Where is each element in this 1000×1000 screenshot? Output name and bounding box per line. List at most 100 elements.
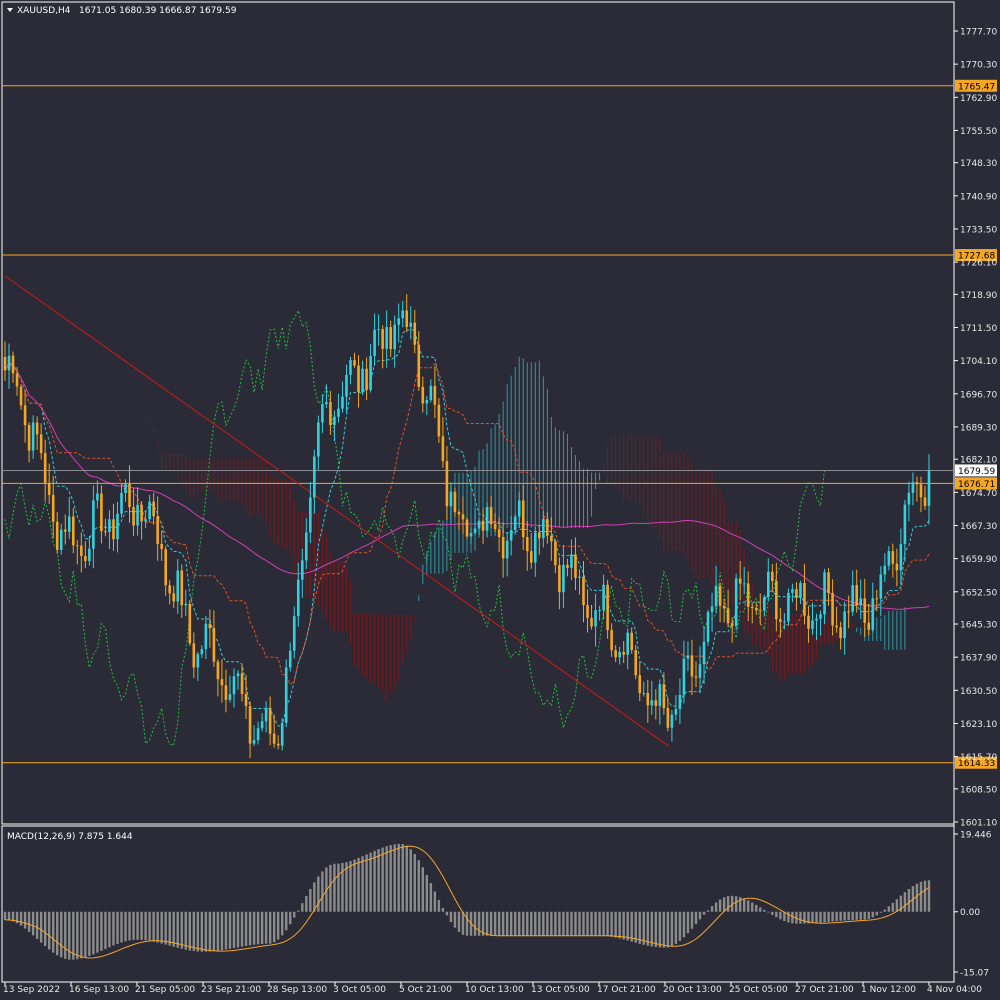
- candle-body: [112, 519, 115, 540]
- candle-body: [31, 422, 35, 451]
- macd-histogram-bar: [68, 911, 71, 960]
- candle-body: [803, 583, 806, 616]
- candle-body: [710, 606, 714, 613]
- candle-body: [7, 355, 11, 371]
- candle-body: [309, 497, 312, 533]
- candle-body: [738, 578, 742, 584]
- candle-body: [63, 529, 67, 532]
- price-tick-label: 1659.90: [960, 555, 997, 565]
- candle-body: [586, 605, 589, 618]
- price-tick-label: 1674.70: [960, 489, 997, 499]
- macd-histogram-bar: [550, 911, 553, 936]
- candle-body: [188, 603, 192, 644]
- macd-histogram-bar: [84, 911, 87, 958]
- macd-histogram-bar: [646, 911, 649, 946]
- macd-histogram-bar: [112, 911, 115, 946]
- candle-body: [216, 661, 220, 680]
- macd-histogram-bar: [353, 859, 356, 912]
- price-tick-label: 1623.10: [960, 720, 997, 730]
- candle-body: [469, 532, 473, 537]
- macd-histogram-bar: [305, 895, 308, 912]
- candle-body: [421, 386, 425, 404]
- macd-histogram-bar: [369, 852, 372, 912]
- macd-histogram-bar: [855, 911, 858, 920]
- macd-histogram-bar: [879, 911, 882, 913]
- candle-body: [240, 673, 244, 695]
- macd-histogram-bar: [39, 911, 43, 943]
- macd-histogram-bar: [626, 911, 629, 941]
- macd-histogram-bar: [124, 911, 127, 942]
- macd-histogram-bar: [803, 911, 806, 924]
- candle-body: [762, 597, 766, 611]
- candle-body: [867, 622, 871, 630]
- macd-histogram-bar: [228, 911, 232, 949]
- macd-histogram-bar: [867, 911, 870, 919]
- macd-histogram-bar: [839, 911, 842, 921]
- macd-histogram-bar: [35, 911, 39, 939]
- macd-histogram-bar: [281, 911, 284, 936]
- kijun-line: [4, 362, 930, 686]
- macd-histogram-bar: [136, 911, 139, 940]
- candle-body: [771, 571, 774, 582]
- candle-body: [124, 484, 127, 493]
- candle-body: [702, 641, 706, 665]
- candle-body: [686, 655, 690, 659]
- trendline[interactable]: [4, 275, 670, 747]
- candle-body: [767, 571, 770, 598]
- candle-body: [204, 623, 208, 650]
- candle-body: [907, 492, 911, 505]
- time-axis[interactable]: 13 Sep 2022 16 Sep 13:00 21 Sep 05:00 23 Se…: [3, 982, 982, 995]
- macd-histogram-bar: [747, 900, 750, 912]
- macd-histogram-bar: [15, 911, 19, 924]
- candle-body: [71, 516, 75, 546]
- candle-body: [722, 605, 726, 609]
- macd-histogram-bar: [337, 863, 340, 912]
- candle-body: [144, 519, 147, 522]
- time-tick-label: 27 Oct 21:00: [795, 985, 854, 995]
- macd-histogram-bar: [345, 862, 348, 912]
- macd-histogram-bar: [224, 911, 228, 950]
- macd-histogram-bar: [152, 911, 155, 942]
- macd-histogram-bar: [863, 911, 866, 920]
- candle-body: [43, 453, 47, 483]
- candle-body: [449, 491, 453, 507]
- candle-body: [27, 425, 31, 451]
- candle-body: [11, 355, 15, 374]
- time-tick-label: 1 Nov 12:00: [861, 985, 916, 995]
- candle-body: [678, 694, 682, 709]
- horizontal-levels[interactable]: 1765.47 1727.68 1676.71 1614.33 1679.59: [2, 79, 997, 769]
- symbol-menu-triangle-icon[interactable]: [7, 8, 13, 12]
- candle-body: [690, 655, 694, 677]
- candle-body: [417, 344, 421, 387]
- current-price-tag: [955, 464, 997, 477]
- macd-histogram-bar: [389, 845, 392, 912]
- candle-body: [325, 402, 328, 405]
- price-tick-label: 1777.70: [960, 28, 997, 38]
- candle-body: [477, 520, 481, 529]
- macd-histogram-bar: [759, 907, 762, 912]
- macd-histogram-bar: [429, 883, 433, 912]
- macd-histogram-bar: [847, 911, 850, 921]
- macd-tick-label: 19.446: [960, 831, 992, 841]
- price-axis[interactable]: 1777.70 1770.30 1762.90 1755.50 1748.30 1740.…: [954, 28, 997, 829]
- candle-body: [272, 733, 276, 744]
- macd-histogram-bar: [827, 911, 830, 922]
- macd-histogram-bar: [775, 911, 778, 918]
- macd-histogram-bar: [815, 911, 818, 923]
- candle-body: [88, 548, 91, 561]
- macd-histogram-bar: [108, 911, 111, 948]
- macd-histogram-bar: [260, 911, 264, 944]
- candle-body: [164, 549, 167, 586]
- candle-body: [212, 628, 216, 662]
- macd-histogram-bar: [590, 911, 593, 936]
- candle-body: [365, 368, 368, 391]
- candle-body: [385, 327, 388, 349]
- time-tick-label: 3 Oct 05:00: [333, 985, 386, 995]
- candle-body: [682, 658, 686, 695]
- candle-body: [614, 650, 617, 658]
- candle-body: [919, 484, 923, 498]
- time-tick-label: 23 Sep 21:00: [201, 985, 261, 995]
- candle-body: [742, 583, 746, 585]
